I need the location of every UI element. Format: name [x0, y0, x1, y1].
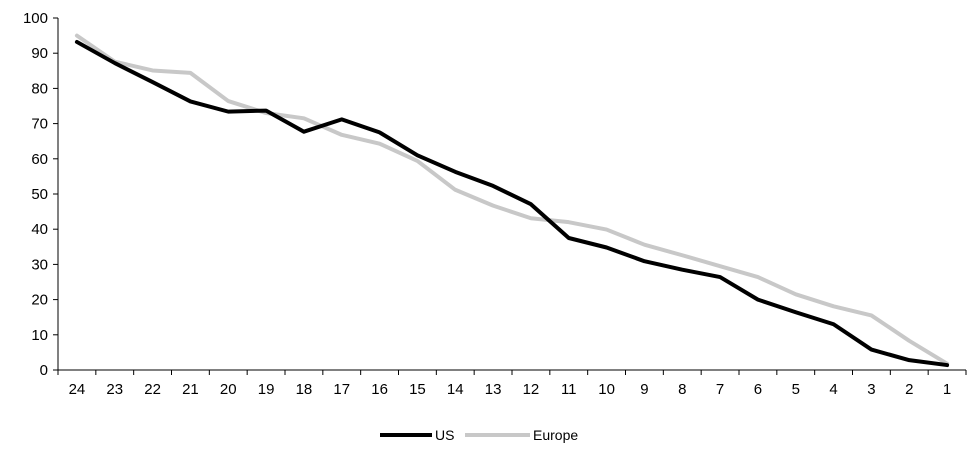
x-tick-label: 7	[716, 381, 724, 398]
x-tick-label: 3	[867, 381, 875, 398]
y-tick-label: 100	[23, 10, 48, 27]
legend-label-europe: Europe	[533, 427, 578, 443]
x-tick-label: 8	[678, 381, 686, 398]
x-axis-ticks: 24 23 22 21 20 19 18 17 16 15 14 13 12 11 10 9 8 7 6 5 4 3 2 1	[57, 370, 967, 398]
x-tick-label: 5	[792, 381, 800, 398]
y-tick-label: 30	[31, 256, 48, 273]
legend: US Europe	[380, 427, 578, 443]
series-lines	[74, 33, 950, 368]
x-tick-label: 2	[905, 381, 913, 398]
y-tick-label: 10	[31, 327, 48, 344]
x-tick-label: 13	[485, 381, 502, 398]
y-tick-label: 70	[31, 116, 48, 133]
y-tick-label: 50	[31, 186, 48, 203]
series-line-us	[74, 39, 950, 368]
x-tick-label: 4	[829, 381, 837, 398]
x-tick-label: 15	[409, 381, 426, 398]
x-tick-label: 10	[598, 381, 615, 398]
x-tick-label: 21	[182, 381, 199, 398]
y-tick-label: 90	[31, 45, 48, 62]
x-tick-label: 6	[754, 381, 762, 398]
y-tick-label: 60	[31, 151, 48, 168]
legend-label-us: US	[435, 427, 454, 443]
y-tick-label: 80	[31, 80, 48, 97]
x-tick-label: 23	[106, 381, 123, 398]
series-line-europe	[74, 33, 950, 366]
x-tick-label: 19	[258, 381, 275, 398]
x-tick-label: 22	[144, 381, 161, 398]
x-tick-label: 24	[69, 381, 86, 398]
y-axis-ticks: 0 10 20 30 40 50 60 70 80 90 100	[23, 10, 58, 379]
x-tick-label: 1	[943, 381, 951, 398]
y-tick-label: 0	[40, 362, 48, 379]
x-tick-label: 12	[523, 381, 540, 398]
x-tick-label: 9	[640, 381, 648, 398]
x-tick-label: 18	[296, 381, 313, 398]
x-tick-label: 14	[447, 381, 464, 398]
x-tick-label: 20	[220, 381, 237, 398]
x-tick-label: 17	[333, 381, 350, 398]
x-tick-label: 11	[561, 381, 577, 398]
y-tick-label: 20	[31, 292, 48, 309]
x-tick-label: 16	[371, 381, 388, 398]
y-tick-label: 40	[31, 221, 48, 238]
